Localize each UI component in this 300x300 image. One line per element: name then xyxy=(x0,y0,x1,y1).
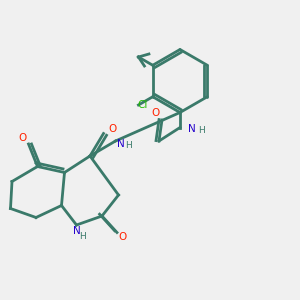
Text: H: H xyxy=(126,141,132,150)
Text: O: O xyxy=(108,124,117,134)
Text: H: H xyxy=(198,126,205,135)
Text: O: O xyxy=(119,232,127,242)
Text: N: N xyxy=(188,124,196,134)
Text: O: O xyxy=(18,133,27,143)
Text: N: N xyxy=(117,139,125,149)
Text: O: O xyxy=(152,108,160,118)
Text: N: N xyxy=(73,226,80,236)
Text: Cl: Cl xyxy=(138,100,148,110)
Text: H: H xyxy=(79,232,86,241)
